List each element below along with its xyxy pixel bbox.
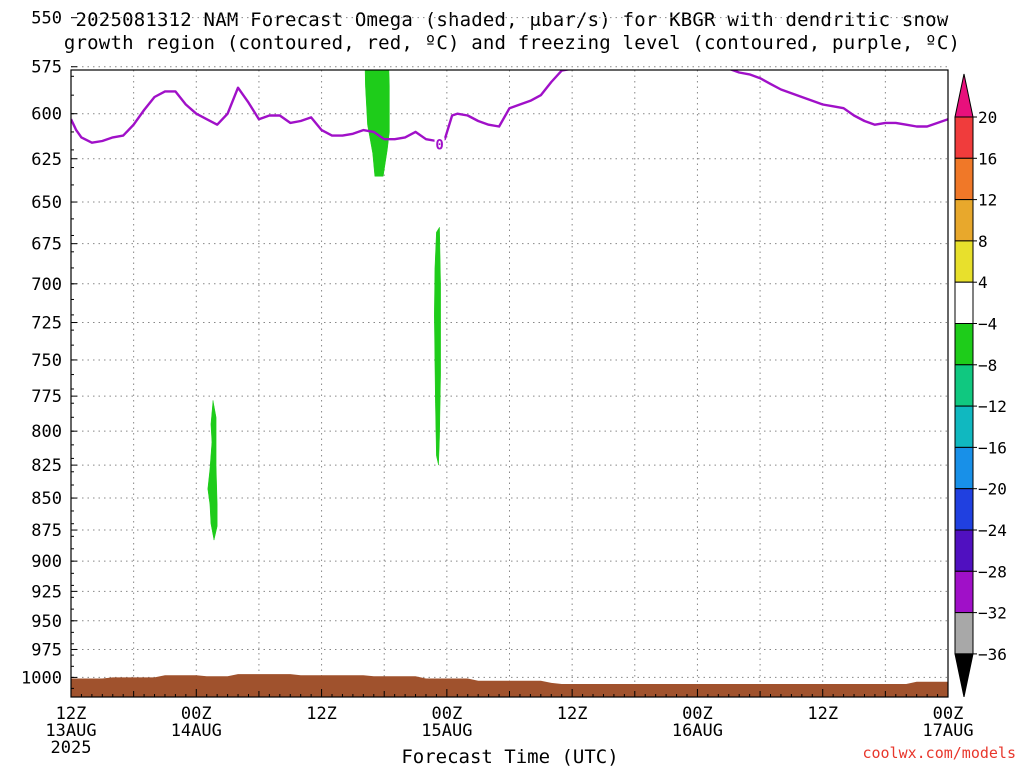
surface-terrain [71,674,948,697]
colorbar-label: −28 [978,562,1007,581]
freezing-level: 00 [71,46,948,154]
y-tick-label: 600 [31,105,62,125]
x-tick-label: 00Z [431,704,462,724]
colorbar-label: −32 [978,604,1007,623]
y-tick-label: 575 [31,58,62,78]
x-tick-label: 12Z [807,704,838,724]
y-tick-label: 975 [31,640,62,660]
colorbar-label: 4 [978,273,988,292]
x-tick-label: 00Z [682,704,713,724]
y-tick-label: 1000 [21,668,62,688]
x-tick-label: 00Z [181,704,212,724]
colorbar-label: −12 [978,397,1007,416]
x-tick-label: 2025 [51,738,92,758]
colorbar-swatch [954,364,974,407]
x-tick-label: 15AUG [421,721,472,741]
colorbar-swatch [954,116,974,159]
y-tick-label: 700 [31,275,62,295]
contour-label-bg [669,46,679,60]
colorbar-swatch [954,612,974,655]
x-tick-label: 17AUG [922,721,973,741]
colorbar-label: −20 [978,480,1007,499]
contour-label: 0 [670,46,678,62]
colorbar-swatch [954,446,974,490]
credit-link[interactable]: coolwx.com/models [862,744,1016,762]
y-tick-label: 775 [31,387,62,407]
y-tick-label: 725 [31,314,62,334]
contour-label: 0 [435,138,443,154]
colorbar-bottom-arrow [954,653,974,698]
x-tick-label: 12Z [56,704,87,724]
colorbar-label: 16 [978,149,997,168]
omega-feature [364,70,390,177]
y-tick-label: 675 [31,235,62,255]
y-tick-label: 550 [31,9,62,29]
colorbar-label: −4 [978,315,997,334]
x-tick-label: 13AUG [45,721,96,741]
contour-label-bg [434,137,445,152]
colorbar: 20 16 12 8 4 −4 −8 −12 −16 −20 −24 −28 −32 −36 [954,73,1007,698]
y-tick-label: 625 [31,150,62,170]
surface-area [71,674,948,697]
y-tick-label: 950 [31,612,62,632]
y-tick-label: 900 [31,552,62,572]
colorbar-swatch [954,240,974,283]
x-tick-label: 14AUG [171,721,222,741]
y-tick-label: 875 [31,521,62,541]
x-tick-label: 00Z [933,704,964,724]
colorbar-swatch [954,157,974,201]
y-tick-label: 800 [31,422,62,442]
omega-shading [207,0,441,541]
chart-title-line1: 2025081312 NAM Forecast Omega (shaded, μ… [75,9,949,31]
chart-title-line2: growth region (contoured, red, ºC) and f… [63,32,961,54]
omega-feature [227,0,233,65]
y-axis: 5255505756006256506757007257507758008258… [21,9,77,689]
colorbar-label: −24 [978,521,1007,540]
colorbar-label: 12 [978,191,997,210]
grid [71,17,948,697]
colorbar-swatch [954,570,974,614]
colorbar-label: −8 [978,356,997,375]
colorbar-label: 8 [978,232,988,251]
x-axis-label: Forecast Time (UTC) [401,746,619,768]
y-tick-label: 925 [31,582,62,602]
colorbar-label: −16 [978,438,1007,457]
y-tick-label: 825 [31,456,62,476]
omega-feature [434,226,441,466]
x-tick-label: 16AUG [672,721,723,741]
x-tick-label: 12Z [557,704,588,724]
x-tick-label: 12Z [306,704,337,724]
y-tick-label: 650 [31,193,62,213]
colorbar-top-arrow [954,73,974,118]
colorbar-swatch [954,529,974,572]
colorbar-label: −36 [978,645,1007,664]
y-tick-label: 750 [31,351,62,371]
colorbar-swatch [954,281,974,325]
colorbar-swatch [954,488,974,531]
omega-feature [207,400,218,541]
colorbar-swatch [954,199,974,242]
colorbar-swatch [954,323,974,366]
colorbar-swatch [954,405,974,448]
y-tick-label: 850 [31,489,62,509]
colorbar-label: 20 [978,108,997,127]
freezing-level-line [71,70,948,144]
